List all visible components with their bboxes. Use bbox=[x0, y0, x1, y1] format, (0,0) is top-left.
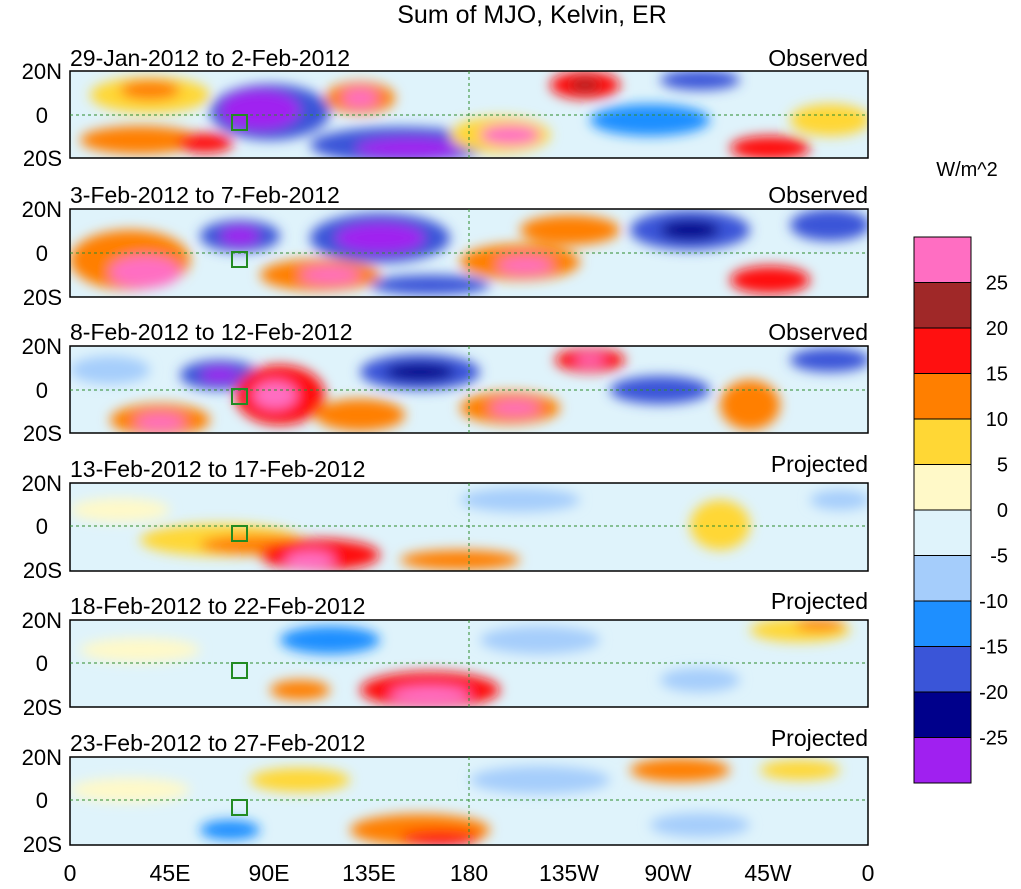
colorbar-swatch bbox=[913, 236, 972, 283]
colorbar-label: 25 bbox=[986, 273, 1008, 295]
colorbar-swatch bbox=[913, 737, 972, 784]
colorbar-swatch bbox=[913, 373, 972, 420]
y-tick-label: 20S bbox=[23, 285, 62, 310]
colorbar-swatch bbox=[913, 691, 972, 738]
colorbar-boxes bbox=[913, 236, 972, 784]
x-tick-label: 0 bbox=[862, 860, 875, 886]
colorbar-label: -5 bbox=[990, 546, 1008, 568]
colorbar-label: -15 bbox=[979, 637, 1008, 659]
panel-type-label: Projected bbox=[771, 725, 868, 751]
y-tick-label: 20S bbox=[23, 558, 62, 583]
y-tick-label: 20N bbox=[22, 608, 62, 633]
panel-date-label: 29-Jan-2012 to 2-Feb-2012 bbox=[70, 45, 350, 71]
colorbar-label: -25 bbox=[979, 728, 1008, 750]
panel-type-label: Observed bbox=[768, 182, 868, 208]
figure-title: Sum of MJO, Kelvin, ER bbox=[397, 1, 667, 29]
y-tick-label: 0 bbox=[36, 788, 48, 813]
panel-type-label: Projected bbox=[771, 451, 868, 477]
y-tick-label: 20S bbox=[23, 421, 62, 446]
y-tick-label: 20S bbox=[23, 832, 62, 857]
colorbar-swatch bbox=[913, 646, 972, 693]
x-tick-label: 135E bbox=[342, 860, 396, 886]
colorbar-swatch bbox=[913, 327, 972, 374]
panel-type-label: Observed bbox=[768, 45, 868, 71]
y-tick-label: 0 bbox=[36, 514, 48, 539]
x-tick-label: 0 bbox=[64, 860, 77, 886]
anomaly-field bbox=[70, 346, 868, 433]
colorbar-label: 20 bbox=[986, 318, 1008, 340]
colorbar-swatch bbox=[913, 418, 972, 465]
y-tick-label: 20N bbox=[22, 59, 62, 84]
x-tick-label: 90E bbox=[249, 860, 290, 886]
x-tick-label: 45W bbox=[744, 860, 792, 886]
y-tick-label: 20N bbox=[22, 745, 62, 770]
colorbar-swatch bbox=[913, 509, 972, 556]
x-axis: 0 45E 90E 135E 180 135W 90W 45W 0 bbox=[64, 860, 875, 886]
map-panel: 8-Feb-2012 to 12-Feb-2012 Observed 20N 0… bbox=[22, 319, 869, 446]
y-tick-label: 0 bbox=[36, 651, 48, 676]
anomaly-field bbox=[70, 71, 868, 158]
panel-date-label: 8-Feb-2012 to 12-Feb-2012 bbox=[70, 319, 353, 345]
anomaly-field bbox=[70, 483, 868, 571]
colorbar-label: 0 bbox=[997, 500, 1008, 522]
y-tick-label: 0 bbox=[36, 103, 48, 128]
colorbar: W/m^2 25 20 15 10 5 0 -5 -10 -15 -20 -25 bbox=[913, 159, 1008, 784]
colorbar-label: -10 bbox=[979, 591, 1008, 613]
y-tick-label: 0 bbox=[36, 241, 48, 266]
y-tick-label: 20N bbox=[22, 334, 62, 359]
colorbar-swatch bbox=[913, 555, 972, 602]
colorbar-label: 10 bbox=[986, 409, 1008, 431]
map-panel: 29-Jan-2012 to 2-Feb-2012 Observed 20N 0… bbox=[22, 45, 869, 171]
map-panel: 18-Feb-2012 to 22-Feb-2012 Projected 20N… bbox=[22, 588, 869, 720]
colorbar-units: W/m^2 bbox=[936, 159, 998, 181]
x-tick-label: 90W bbox=[644, 860, 692, 886]
panel-date-label: 23-Feb-2012 to 27-Feb-2012 bbox=[70, 730, 365, 756]
x-tick-label: 135W bbox=[539, 860, 599, 886]
x-tick-label: 180 bbox=[450, 860, 488, 886]
panel-date-label: 13-Feb-2012 to 17-Feb-2012 bbox=[70, 456, 365, 482]
y-tick-label: 20S bbox=[23, 695, 62, 720]
y-tick-label: 20N bbox=[22, 471, 62, 496]
map-panel: 23-Feb-2012 to 27-Feb-2012 Projected 20N… bbox=[22, 725, 869, 857]
colorbar-swatch bbox=[913, 464, 972, 511]
y-tick-label: 20N bbox=[22, 197, 62, 222]
map-panel: 3-Feb-2012 to 7-Feb-2012 Observed 20N 0 … bbox=[22, 182, 869, 310]
panel-date-label: 3-Feb-2012 to 7-Feb-2012 bbox=[70, 182, 340, 208]
panel-type-label: Observed bbox=[768, 319, 868, 345]
colorbar-labels: 25 20 15 10 5 0 -5 -10 -15 -20 -25 bbox=[979, 273, 1008, 750]
map-panel: 13-Feb-2012 to 17-Feb-2012 Projected 20N… bbox=[22, 451, 869, 583]
y-tick-label: 20S bbox=[23, 146, 62, 171]
y-tick-label: 0 bbox=[36, 378, 48, 403]
x-tick-label: 45E bbox=[150, 860, 191, 886]
colorbar-swatch bbox=[913, 600, 972, 647]
colorbar-label: -20 bbox=[979, 682, 1008, 704]
colorbar-swatch bbox=[913, 282, 972, 329]
colorbar-label: 15 bbox=[986, 364, 1008, 386]
panel-date-label: 18-Feb-2012 to 22-Feb-2012 bbox=[70, 593, 365, 619]
colorbar-label: 5 bbox=[997, 455, 1008, 477]
panel-type-label: Projected bbox=[771, 588, 868, 614]
